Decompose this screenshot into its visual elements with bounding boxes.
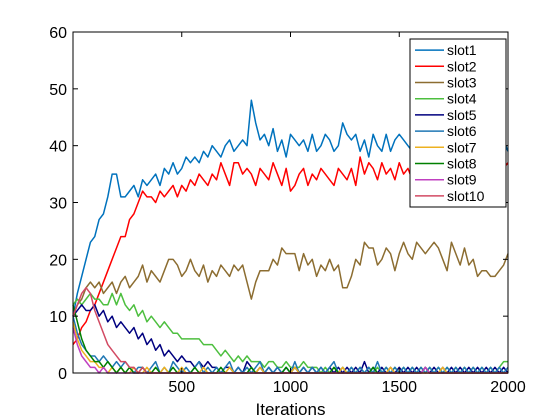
legend-label-slot3: slot3 <box>447 75 477 91</box>
legend-label-slot7: slot7 <box>447 139 477 155</box>
x-tick-label: 1500 <box>381 379 417 396</box>
y-tick-label: 60 <box>49 25 67 42</box>
axes-layer: 500 1000 1500 2000 0 10 20 30 40 50 60 <box>49 25 526 396</box>
legend-label-slot4: slot4 <box>447 91 477 107</box>
y-tick-label: 0 <box>58 366 67 383</box>
y-tick-label: 50 <box>49 82 67 99</box>
x-tick-label: 2000 <box>490 379 526 396</box>
y-tick-label: 20 <box>49 252 67 269</box>
series-line-slot3 <box>72 241 509 317</box>
x-axis-title: Iterations <box>256 400 326 419</box>
legend: slot1slot2slot3slot4slot5slot6slot7slot8… <box>409 38 507 208</box>
y-tick-label: 10 <box>49 309 67 326</box>
legend-label-slot8: slot8 <box>447 156 477 172</box>
legend-label-slot2: slot2 <box>447 58 477 74</box>
legend-label-slot9: slot9 <box>447 172 477 188</box>
x-tick-label: 1000 <box>273 379 309 396</box>
legend-label-slot5: slot5 <box>447 107 477 123</box>
legend-label-slot6: slot6 <box>447 123 477 139</box>
legend-label-slot1: slot1 <box>447 42 477 58</box>
legend-label-slot10: slot10 <box>447 188 485 204</box>
y-tick-label: 40 <box>49 139 67 156</box>
y-tick-label: 30 <box>49 196 67 213</box>
x-tick-label: 500 <box>168 379 195 396</box>
